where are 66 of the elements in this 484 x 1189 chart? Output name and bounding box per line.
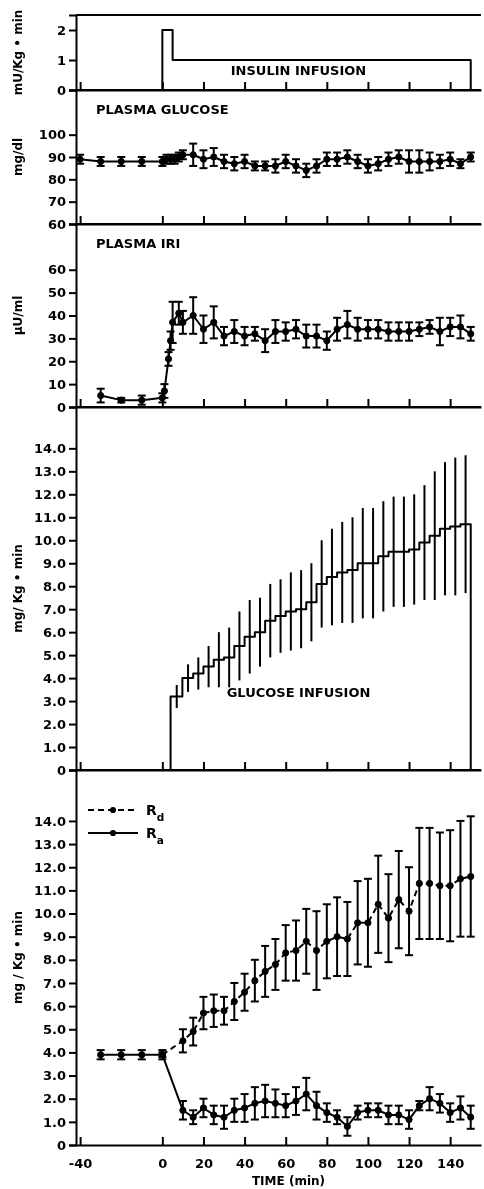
y-tick-label: 0	[56, 762, 66, 778]
x-tick-label: 120	[395, 1156, 424, 1172]
y-tick-label: 2	[56, 22, 66, 38]
y-tick-label: 8.0	[42, 952, 66, 968]
y-axis-title: mg/ Kg • min	[11, 544, 25, 633]
x-tick-label: 20	[194, 1156, 214, 1172]
y-tick-label: 13.0	[33, 463, 66, 479]
y-tick-label: 1	[56, 52, 66, 68]
y-tick-label: 7.0	[42, 601, 66, 617]
legend-label: R$_{a}$	[146, 825, 164, 846]
y-tick-label: 3.0	[42, 693, 66, 709]
annotation: GLUCOSE INFUSION	[226, 685, 371, 701]
y-tick-label: 12.0	[33, 859, 66, 875]
x-tick-label: 100	[354, 1156, 382, 1172]
y-tick-label: 3.0	[42, 1068, 66, 1084]
y-tick-label: 0	[56, 399, 66, 415]
y-axis-title: mg / Kg • min	[11, 911, 25, 1004]
y-tick-label: 8.0	[42, 578, 66, 594]
y-tick-label: 20	[47, 353, 66, 369]
annotation: INSULIN INFUSION	[230, 63, 367, 78]
y-tick-label: 10.0	[33, 532, 66, 548]
y-tick-label: 30	[47, 331, 66, 347]
y-tick-label: 80	[47, 171, 66, 187]
y-tick-label: 1.0	[42, 1114, 66, 1130]
x-tick-label: 0	[158, 1156, 168, 1172]
y-tick-label: 10	[47, 376, 66, 392]
text: PLASMA GLUCOSE	[96, 102, 229, 117]
y-axis-title: mU/Kg • min	[11, 9, 25, 96]
y-tick-label: 2.0	[42, 716, 66, 732]
y-tick-label: 4.0	[42, 670, 66, 686]
y-tick-label: 60	[47, 262, 66, 278]
y-tick-label: 70	[47, 194, 66, 210]
x-tick-label: -40	[68, 1156, 93, 1172]
x-tick-label: 140	[437, 1156, 465, 1172]
y-tick-label: 4.0	[42, 1045, 66, 1061]
y-tick-label: 5.0	[42, 1021, 66, 1037]
x-tick-label: 40	[236, 1156, 255, 1172]
y-tick-label: 10.0	[33, 906, 66, 922]
y-tick-label: 5.0	[42, 647, 66, 663]
y-tick-label: 6.0	[42, 624, 66, 640]
y-tick-label: 100	[38, 127, 66, 143]
y-tick-label: 90	[47, 149, 66, 165]
y-tick-label: 9.0	[42, 555, 66, 571]
y-tick-label: 1.0	[42, 739, 66, 755]
legend-label: R$_{d}$	[146, 802, 165, 823]
y-axis-title: μU/ml	[11, 295, 25, 336]
y-tick-label: 11.0	[33, 883, 66, 899]
x-tick-label: 80	[318, 1156, 337, 1172]
x-axis-title: TIME (min)	[251, 1174, 326, 1188]
y-tick-label: 60	[47, 216, 66, 232]
y-tick-label: 0	[56, 82, 66, 98]
x-tick-label: 60	[277, 1156, 296, 1172]
text: PLASMA IRI	[96, 236, 181, 251]
y-tick-label: 6.0	[42, 998, 66, 1014]
y-tick-label: 14.0	[33, 441, 66, 457]
y-tick-label: 0	[56, 1137, 66, 1153]
y-tick-label: 11.0	[33, 509, 66, 525]
y-axis-title: mg/dl	[11, 137, 25, 177]
y-tick-label: 14.0	[33, 813, 66, 829]
y-tick-label: 2.0	[42, 1091, 66, 1107]
y-tick-label: 40	[47, 308, 66, 324]
y-tick-label: 12.0	[33, 486, 66, 502]
y-tick-label: 50	[47, 285, 66, 301]
y-tick-label: 7.0	[42, 975, 66, 991]
y-tick-label: 13.0	[33, 836, 66, 852]
y-tick-label: 9.0	[42, 929, 66, 945]
